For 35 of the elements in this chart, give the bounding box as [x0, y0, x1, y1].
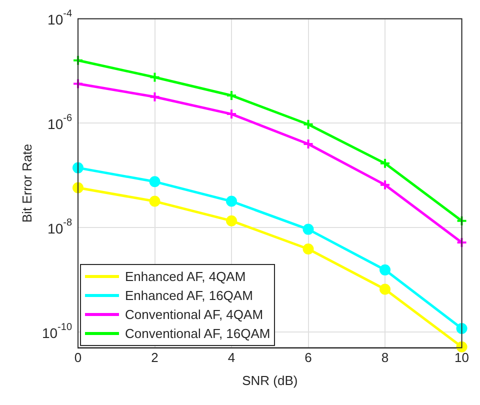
point	[380, 284, 391, 295]
x-tick-label: 6	[304, 350, 312, 366]
point	[380, 264, 391, 276]
point	[72, 182, 84, 194]
point	[226, 108, 238, 120]
point	[302, 224, 314, 235]
x-tick-label: 8	[381, 350, 389, 366]
point	[302, 118, 314, 130]
point	[149, 72, 160, 83]
point	[302, 244, 314, 255]
point	[226, 196, 238, 207]
legend-label: Conventional AF, 16QAM	[125, 324, 270, 343]
point	[456, 323, 468, 334]
point	[302, 138, 314, 150]
point	[149, 196, 160, 207]
legend-label: Enhanced AF, 16QAM	[125, 286, 253, 305]
legend-label: Conventional AF, 4QAM	[125, 306, 264, 324]
point	[72, 54, 84, 66]
point	[72, 78, 84, 90]
point	[72, 162, 84, 174]
point	[226, 215, 238, 226]
point	[226, 90, 238, 101]
point	[380, 158, 391, 169]
x-axis-title: SNR (dB)	[242, 372, 298, 388]
point	[456, 236, 468, 248]
x-tick-label: 10	[454, 350, 470, 366]
y-axis-title: Bit Error Rate	[19, 144, 34, 223]
point	[456, 215, 468, 226]
x-tick-label: 4	[228, 350, 236, 366]
x-tick-label: 2	[151, 350, 158, 366]
point	[380, 179, 391, 190]
x-tick-label: 0	[74, 350, 82, 366]
point	[149, 176, 160, 188]
legend-label: Enhanced AF, 4QAM	[125, 268, 246, 286]
point	[149, 91, 160, 102]
